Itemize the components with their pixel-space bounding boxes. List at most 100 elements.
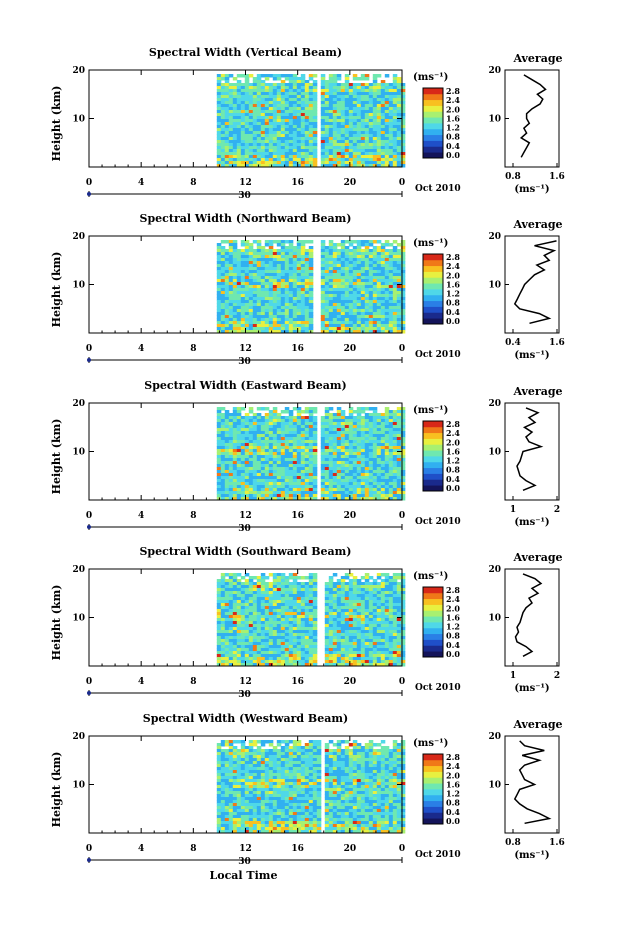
heatmap-cell	[268, 131, 274, 135]
heatmap-cell	[252, 291, 258, 295]
heatmap-cell	[216, 458, 222, 462]
heatmap-cell	[288, 77, 294, 81]
heatmap-cell	[280, 134, 286, 138]
heatmap-cell	[280, 416, 286, 420]
heatmap-cell	[216, 282, 222, 286]
heatmap-cell	[288, 318, 294, 322]
heatmap-cell	[284, 101, 290, 105]
heatmap-cell	[240, 488, 246, 492]
heatmap-cell	[272, 315, 278, 319]
heatmap-cell	[300, 594, 306, 598]
heatmap-cell	[308, 152, 314, 156]
heatmap-cell	[364, 476, 370, 480]
heatmap-cell	[320, 261, 326, 265]
heatmap-cell	[312, 152, 318, 156]
heatmap-cell	[280, 479, 286, 483]
heatmap-cell	[392, 497, 398, 501]
heatmap-cell	[228, 573, 234, 577]
heatmap-cell	[224, 488, 230, 492]
heatmap-cell	[284, 240, 290, 244]
heatmap-cell	[296, 407, 302, 411]
heatmap-cell	[332, 137, 338, 141]
heatmap-cell	[380, 609, 386, 613]
heatmap-cell	[260, 264, 266, 268]
heatmap-cell	[216, 588, 222, 592]
heatmap-cell	[380, 252, 386, 256]
heatmap-cell	[340, 110, 346, 114]
heatmap-cell	[224, 152, 230, 156]
heatmap-cell	[248, 431, 254, 435]
heatmap-cell	[260, 321, 266, 325]
heatmap-cell	[236, 449, 242, 453]
heatmap-cell	[324, 306, 330, 310]
heatmap-cell	[320, 419, 326, 423]
heatmap-cell	[348, 431, 354, 435]
colorbar-segment	[423, 479, 443, 486]
heatmap-cell	[248, 161, 254, 165]
heatmap-cell	[340, 264, 346, 268]
x-tick-label: 8	[190, 344, 196, 354]
heatmap-cell	[384, 137, 390, 141]
heatmap-cell	[328, 582, 334, 586]
heatmap-cell	[236, 603, 242, 607]
heatmap-cell	[372, 155, 378, 159]
x-tick-label: 20	[344, 178, 357, 188]
heatmap-cell	[304, 606, 310, 610]
heatmap-cell	[260, 609, 266, 613]
heatmap-cell	[304, 330, 310, 334]
heatmap-cell	[376, 270, 382, 274]
heatmap-cell	[344, 491, 350, 495]
heatmap-cell	[368, 419, 374, 423]
heatmap-cell	[312, 491, 318, 495]
heatmap-cell	[264, 606, 270, 610]
date-day-label: 30	[238, 524, 251, 534]
heatmap-cell	[276, 600, 282, 604]
heatmap-cell	[376, 455, 382, 459]
heatmap-cell	[280, 273, 286, 277]
heatmap-cell	[292, 122, 298, 126]
heatmap-cell	[372, 264, 378, 268]
heatmap-cell	[312, 597, 318, 601]
heatmap-cell	[368, 476, 374, 480]
heatmap-cell	[228, 597, 234, 601]
heatmap-cell	[220, 330, 226, 334]
heatmap-cell	[292, 315, 298, 319]
heatmap-cell	[364, 479, 370, 483]
heatmap-cell	[216, 285, 222, 289]
heatmap-cell	[332, 146, 338, 150]
heatmap-cell	[304, 419, 310, 423]
heatmap-cell	[292, 309, 298, 313]
heatmap-cell	[376, 125, 382, 129]
heatmap-cell	[272, 425, 278, 429]
heatmap-cell	[360, 288, 366, 292]
heatmap-cell	[268, 458, 274, 462]
heatmap-cell	[392, 137, 398, 141]
heatmap-cell	[276, 95, 282, 99]
heatmap-cell	[228, 422, 234, 426]
heatmap-cell	[240, 455, 246, 459]
heatmap-cell	[272, 261, 278, 265]
heatmap-cell	[360, 585, 366, 589]
heatmap-cell	[328, 92, 334, 96]
heatmap-cell	[384, 576, 390, 580]
heatmap-cell	[400, 309, 406, 313]
heatmap-cell	[352, 470, 358, 474]
heatmap-cell	[328, 615, 334, 619]
heatmap-cell	[248, 104, 254, 108]
heatmap-cell	[244, 473, 250, 477]
heatmap-cell	[396, 140, 402, 144]
heatmap-cell	[356, 300, 362, 304]
heatmap-cell	[380, 116, 386, 120]
heatmap-cell	[344, 431, 350, 435]
heatmap-cell	[260, 134, 266, 138]
heatmap-cell	[236, 413, 242, 417]
heatmap-cell	[328, 458, 334, 462]
heatmap-cell	[244, 416, 250, 420]
heatmap-cell	[220, 297, 226, 301]
heatmap-cell	[352, 419, 358, 423]
heatmap-cell	[288, 479, 294, 483]
average-x-unit: (ms⁻¹)	[514, 350, 549, 361]
heatmap-cell	[292, 107, 298, 111]
heatmap-cell	[368, 255, 374, 259]
heatmap-cell	[384, 261, 390, 265]
